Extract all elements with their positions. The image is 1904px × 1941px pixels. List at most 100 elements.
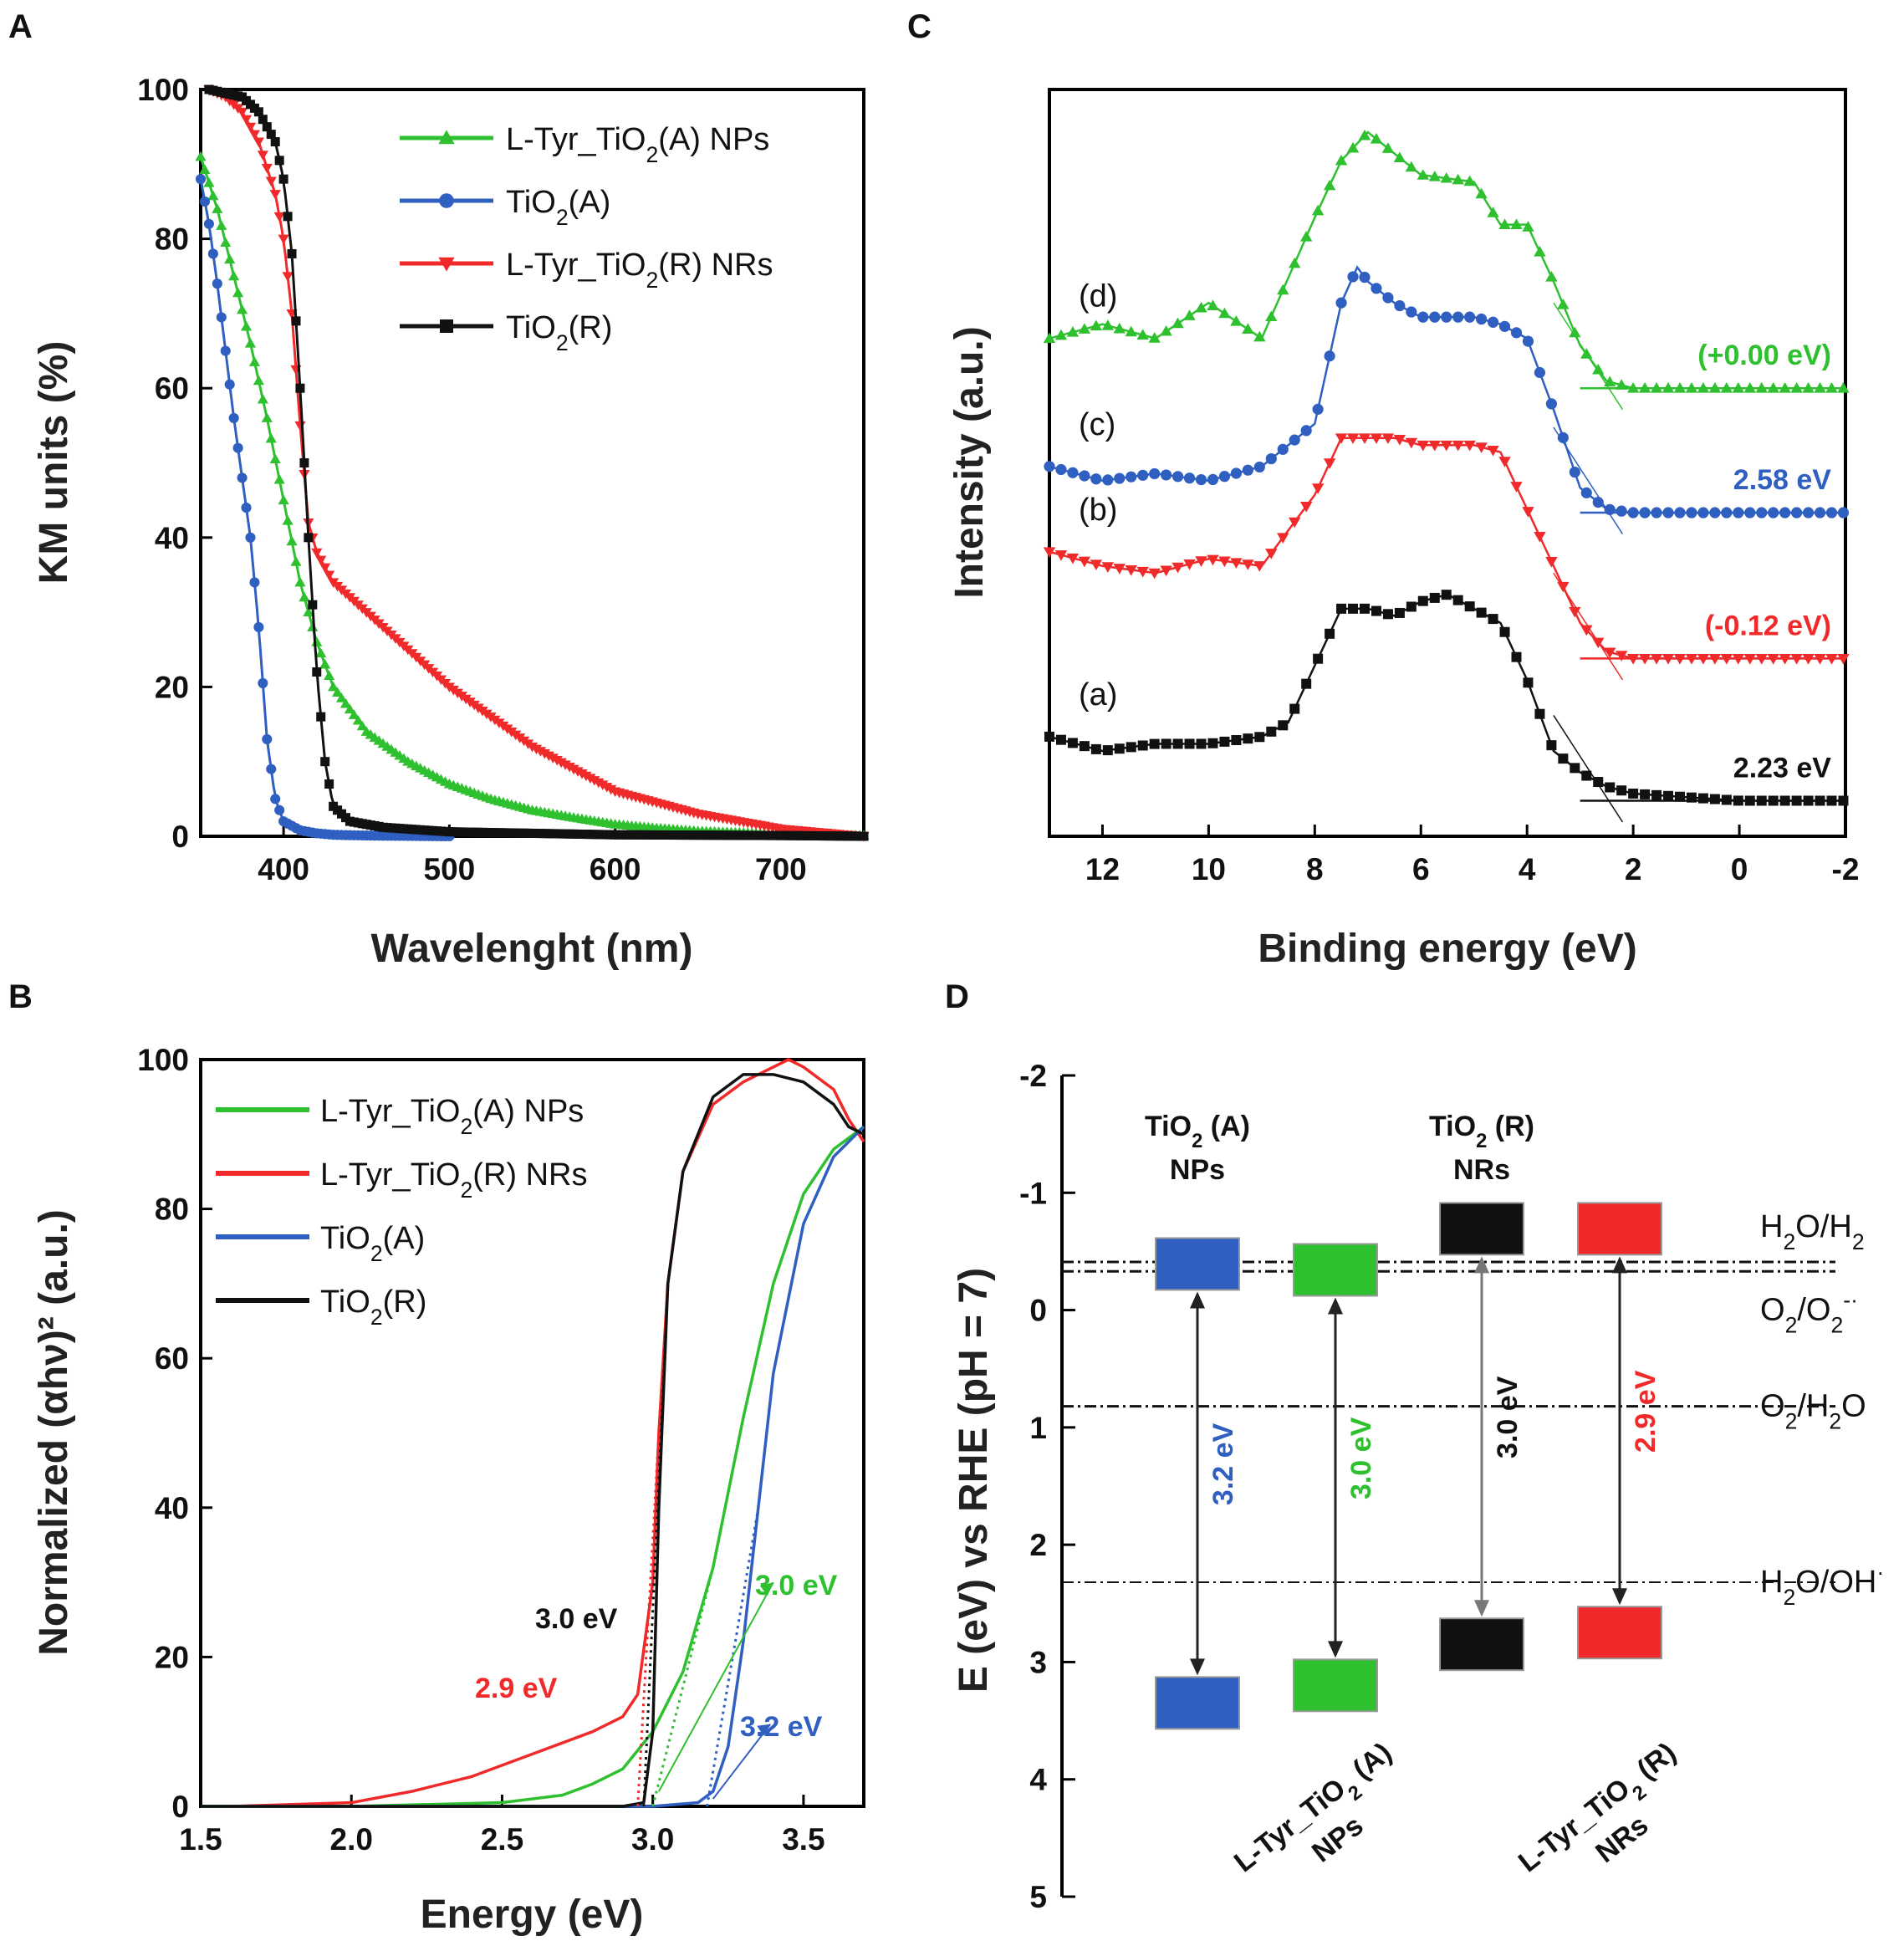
a-legend-marker: [438, 130, 455, 145]
b-arrow-blue-head: [757, 1724, 771, 1736]
c-series-point: [1604, 375, 1616, 387]
c-series-point: [1055, 734, 1066, 745]
c-xtick-label: 2: [1625, 852, 1642, 886]
a-series-point: [258, 115, 268, 125]
c-series-point: [1428, 440, 1441, 452]
c-series-point: [1381, 142, 1395, 153]
c-series-point: [1289, 257, 1301, 268]
a-series-point: [199, 196, 211, 207]
c-series-point: [1043, 332, 1056, 344]
c-series-point: [1219, 736, 1230, 747]
b-ytick-label: 40: [155, 1491, 189, 1525]
c-series-point: [1405, 437, 1418, 449]
c-series-point: [1301, 678, 1312, 689]
a-series-point: [212, 278, 222, 289]
d-reference-label: H2O/OH·: [1760, 1560, 1884, 1610]
d-ytick-label: 4: [1029, 1763, 1047, 1797]
c-series-point: [1207, 554, 1219, 566]
a-legend-label: L-Tyr_TiO2(A) NPs: [506, 122, 769, 167]
c-series-point: [1393, 435, 1406, 446]
a-series-point: [286, 535, 298, 546]
a-series-point: [328, 681, 339, 692]
c-series-point: [1183, 472, 1196, 484]
c-series-point: [1709, 794, 1720, 804]
a-series-point: [859, 831, 869, 841]
d-cb-band: [1155, 1237, 1240, 1291]
c-series-point: [1580, 487, 1592, 498]
a-legend-marker: [440, 319, 453, 333]
c-series-label: (a): [1079, 677, 1117, 713]
c-series-point: [1592, 363, 1605, 375]
d-material-label-group: L-Tyr_TiO2 (R)NRs: [1513, 1736, 1682, 1878]
a-series-point: [319, 659, 331, 669]
c-series-point: [1346, 141, 1360, 153]
c-series-point: [1289, 517, 1301, 529]
b-xtick-label: 1.5: [179, 1822, 222, 1857]
c-series-point: [1371, 605, 1381, 616]
d-gap-arrowhead: [1612, 1588, 1627, 1606]
a-series-point: [273, 473, 285, 484]
a-series-point: [315, 555, 327, 566]
c-offset-label: 2.23 eV: [1733, 752, 1832, 784]
c-series-point: [1195, 301, 1207, 313]
d-ytick-label: 2: [1029, 1528, 1047, 1562]
a-series-point: [216, 312, 227, 323]
c-xtick-label: 6: [1412, 852, 1430, 886]
c-series-point: [1604, 647, 1616, 659]
a-series-point: [304, 533, 314, 543]
c-series-point: [1043, 547, 1056, 559]
b-annotation: 3.0 eV: [755, 1570, 838, 1601]
c-series-point: [1429, 311, 1441, 323]
c-series-point: [1277, 283, 1289, 295]
c-series-point: [1230, 558, 1243, 569]
a-xtick-label: 600: [590, 852, 641, 886]
c-series-point: [1359, 603, 1370, 614]
c-series-point: [1242, 464, 1253, 476]
c-series-point: [1044, 461, 1055, 472]
c-series-point: [1510, 327, 1523, 339]
c-series-point: [1126, 471, 1137, 483]
a-series-point: [270, 794, 281, 804]
c-series-point: [1265, 310, 1278, 322]
c-series-point: [1195, 556, 1207, 567]
a-series-point: [253, 375, 264, 386]
panel-c-label: C: [907, 8, 932, 45]
a-series-point: [339, 697, 352, 708]
c-series-point: [1148, 332, 1161, 343]
panel-b-chart: 1.5 2.0 2.5 3.0 3.5 0 20 40 60 80 100 L-Tyr_TiO2(A…: [32, 1043, 865, 1937]
panel-b-xlabel: Energy (eV): [421, 1892, 644, 1937]
a-series-point: [335, 692, 348, 702]
panel-c-ylabel: Intensity (a.u.): [947, 326, 992, 598]
c-series-point: [1498, 320, 1511, 332]
c-series-label: (c): [1079, 407, 1115, 442]
a-xtick-label: 400: [258, 852, 309, 886]
c-series-point: [1161, 738, 1171, 749]
a-series-point: [262, 733, 273, 744]
c-series-point: [1101, 562, 1115, 573]
c-series-point: [1523, 677, 1534, 688]
a-series-point: [220, 237, 232, 248]
d-gap-arrowhead: [1328, 1641, 1343, 1658]
a-series-point: [303, 606, 314, 617]
d-material-label: L-Tyr_TiO2 (A): [1228, 1736, 1404, 1886]
a-series-point: [240, 115, 253, 125]
a-series-point: [237, 472, 248, 483]
a-series-point: [220, 345, 231, 356]
d-material-label: TiO2 (R): [1429, 1111, 1534, 1152]
c-tangent: [1553, 572, 1624, 681]
c-series-point: [1125, 565, 1137, 576]
a-series-point: [312, 667, 322, 677]
c-series-point: [1382, 609, 1393, 620]
b-tangent-line: [636, 1433, 661, 1807]
c-series-point: [1487, 207, 1499, 217]
c-series-point: [1371, 283, 1382, 294]
c-series-point: [1253, 561, 1266, 572]
d-cb-band: [1577, 1202, 1662, 1256]
a-series-point: [290, 556, 302, 566]
d-ytick-label: 0: [1029, 1294, 1047, 1328]
d-reference-label: H2O/H2: [1760, 1209, 1865, 1254]
a-series-point: [273, 212, 285, 222]
c-series-point: [1242, 559, 1254, 570]
a-ytick-label: 100: [137, 73, 189, 107]
